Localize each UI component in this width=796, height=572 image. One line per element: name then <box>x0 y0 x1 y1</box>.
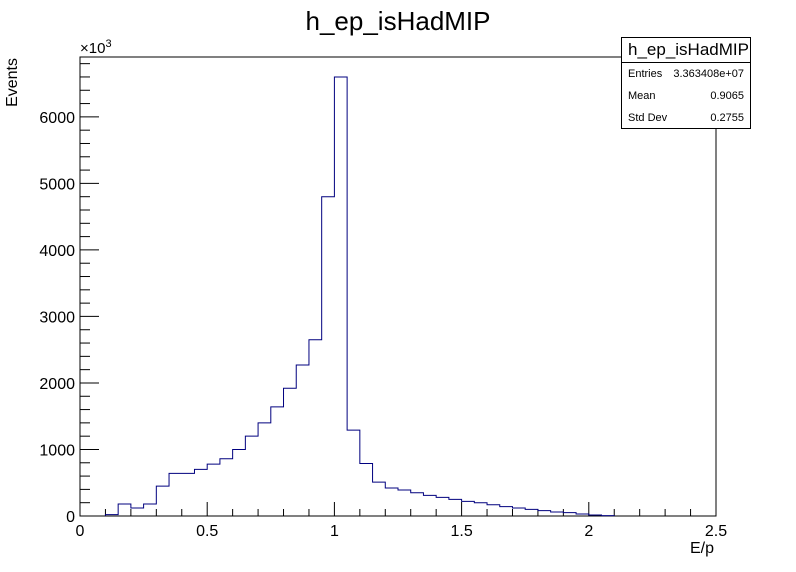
histogram-bin <box>385 488 398 516</box>
stats-label: Std Dev <box>628 112 668 124</box>
x-axis-label: E/p <box>690 540 714 557</box>
histogram-bin <box>411 493 424 516</box>
stats-row-mean: Mean 0.9065 <box>622 85 750 107</box>
histogram-bin <box>169 473 182 516</box>
histogram-bin <box>245 436 258 516</box>
histogram-bin <box>551 512 564 516</box>
histogram-outline <box>104 76 615 517</box>
y-multiplier-exponent: 3 <box>105 38 111 50</box>
x-tick-label: 0 <box>76 523 85 540</box>
histogram-bin <box>347 430 360 516</box>
y-tick-label: 4000 <box>39 243 75 260</box>
histogram-bin <box>373 482 386 516</box>
x-tick-label: 2.5 <box>705 523 727 540</box>
histogram-bin <box>334 77 347 516</box>
histogram-bin <box>525 509 538 516</box>
histogram-bin <box>322 197 335 516</box>
histogram-bin <box>423 495 436 516</box>
y-multiplier-label: ×103 <box>80 38 112 57</box>
histogram-bin <box>487 505 500 516</box>
y-tick-label: 5000 <box>39 176 75 193</box>
histogram-bin <box>296 365 309 516</box>
y-axis-label: Events <box>4 58 21 107</box>
plot-frame <box>79 56 717 517</box>
y-tick-label: 3000 <box>39 309 75 326</box>
histogram-bin <box>462 501 475 516</box>
histogram-bin <box>563 513 576 516</box>
histogram-bin <box>194 469 207 516</box>
y-tick-label: 6000 <box>39 110 75 127</box>
histogram-bin <box>271 407 284 516</box>
histogram-bin <box>131 508 144 516</box>
y-multiplier-base: ×10 <box>80 40 105 57</box>
stats-box-title: h_ep_isHadMIP <box>622 38 750 63</box>
histogram-bin <box>156 486 169 516</box>
histogram-bin <box>233 449 246 516</box>
histogram-bin <box>500 507 513 516</box>
y-tick-label: 0 <box>66 509 75 526</box>
histogram-bars <box>104 76 615 517</box>
histogram-bin <box>398 490 411 516</box>
x-tick-label: 0.5 <box>196 523 218 540</box>
histogram-bin <box>207 464 220 516</box>
histogram-bin <box>589 515 602 516</box>
stats-box: h_ep_isHadMIP Entries 3.363408e+07 Mean … <box>621 37 751 129</box>
x-tick-label: 1 <box>330 523 339 540</box>
histogram-bin <box>576 514 589 516</box>
y-tick-label: 1000 <box>39 442 75 459</box>
histogram-bin <box>118 504 131 516</box>
histogram-bin <box>144 504 157 516</box>
stats-value: 3.363408e+07 <box>673 68 744 80</box>
axis-ticks: 0 0.5 1 1.5 2 2.5 0 1000 2000 3000 4000 5000 6000 <box>39 63 727 540</box>
histogram-bin <box>105 515 118 516</box>
histogram-bin <box>360 463 373 516</box>
histogram-bin <box>436 497 449 516</box>
stats-row-entries: Entries 3.363408e+07 <box>622 63 750 85</box>
histogram-bin <box>512 508 525 516</box>
x-tick-label: 1.5 <box>450 523 472 540</box>
chart-title: h_ep_isHadMIP <box>306 6 491 36</box>
stats-label: Entries <box>628 68 663 80</box>
x-tick-label: 2 <box>584 523 593 540</box>
histogram-bin <box>220 459 233 516</box>
stats-value: 0.9065 <box>710 90 744 102</box>
y-tick-label: 2000 <box>39 376 75 393</box>
histogram-bin <box>309 340 322 516</box>
histogram-bin <box>182 473 195 516</box>
histogram-bin <box>449 499 462 516</box>
stats-row-std-dev: Std Dev 0.2755 <box>622 107 750 129</box>
stats-value: 0.2755 <box>710 112 744 124</box>
histogram-bin <box>538 511 551 516</box>
stats-label: Mean <box>628 90 656 102</box>
histogram-bin <box>284 388 297 516</box>
histogram-bin <box>258 423 271 516</box>
histogram-bin <box>474 503 487 516</box>
